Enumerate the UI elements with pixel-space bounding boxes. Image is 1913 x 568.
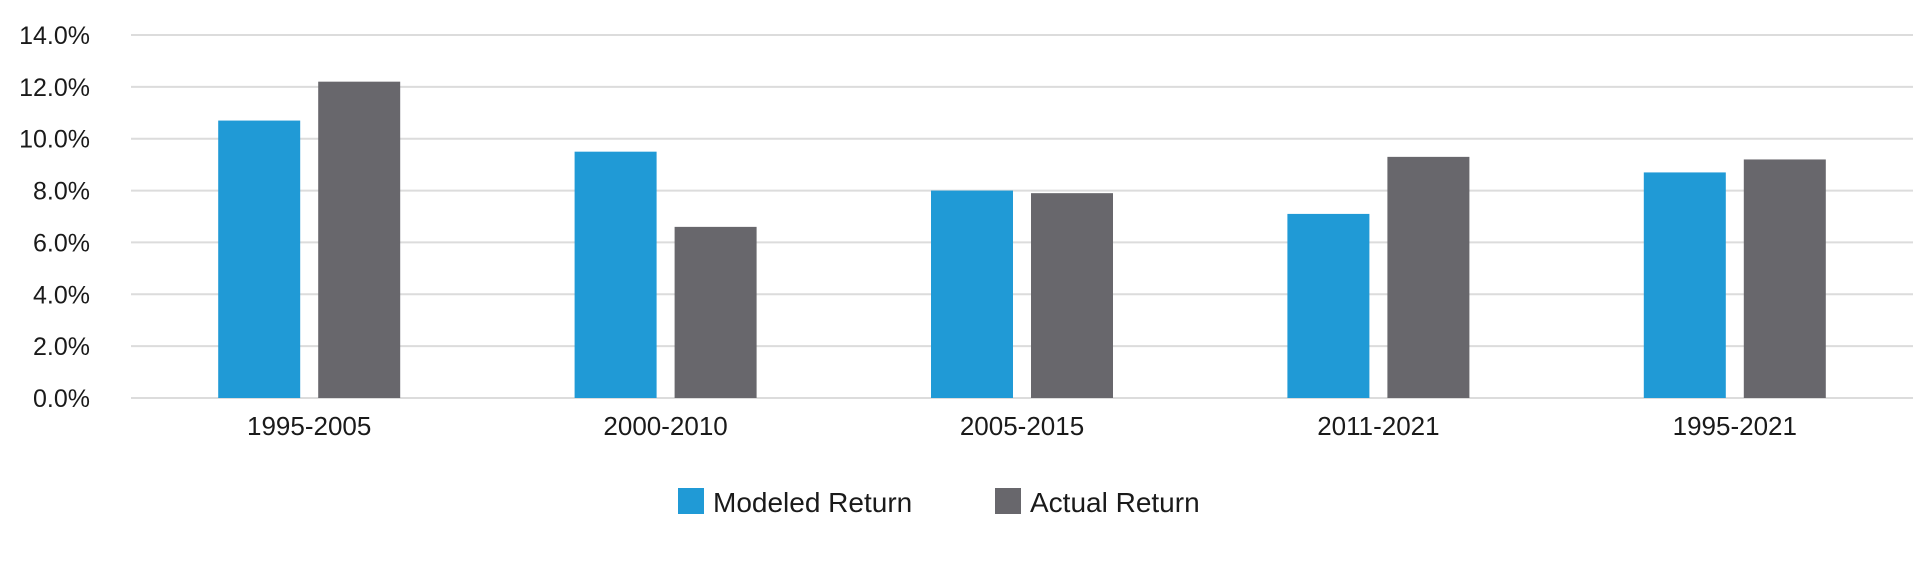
x-tick-label: 2011-2021	[1317, 411, 1439, 441]
legend-label: Modeled Return	[713, 487, 912, 518]
legend-swatch	[678, 488, 704, 514]
bar-actual-return	[318, 81, 401, 399]
y-tick-label: 12.0%	[19, 74, 90, 102]
x-tick-label: 1995-2005	[247, 411, 371, 441]
x-tick-label: 2000-2010	[603, 411, 727, 441]
bar-actual-return	[1387, 156, 1470, 398]
bar-modeled-return	[218, 120, 301, 399]
bar-modeled-return	[1287, 213, 1370, 398]
x-tick-label: 2005-2015	[960, 411, 1084, 441]
bar-modeled-return	[574, 151, 657, 398]
y-tick-label: 14.0%	[19, 22, 90, 50]
legend-label: Actual Return	[1030, 487, 1200, 518]
legend-swatch	[995, 488, 1021, 514]
y-tick-label: 0.0%	[33, 385, 90, 413]
y-tick-label: 8.0%	[33, 178, 90, 206]
y-tick-label: 4.0%	[33, 281, 90, 309]
y-tick-label: 10.0%	[19, 126, 90, 154]
y-tick-label: 6.0%	[33, 229, 90, 257]
y-tick-label: 2.0%	[33, 333, 90, 361]
bar-modeled-return	[1643, 172, 1726, 398]
bar-modeled-return	[931, 190, 1013, 398]
bar-actual-return	[1743, 159, 1826, 398]
x-tick-label: 1995-2021	[1673, 411, 1797, 441]
bar-actual-return	[674, 226, 757, 398]
bar-actual-return	[1031, 193, 1113, 398]
